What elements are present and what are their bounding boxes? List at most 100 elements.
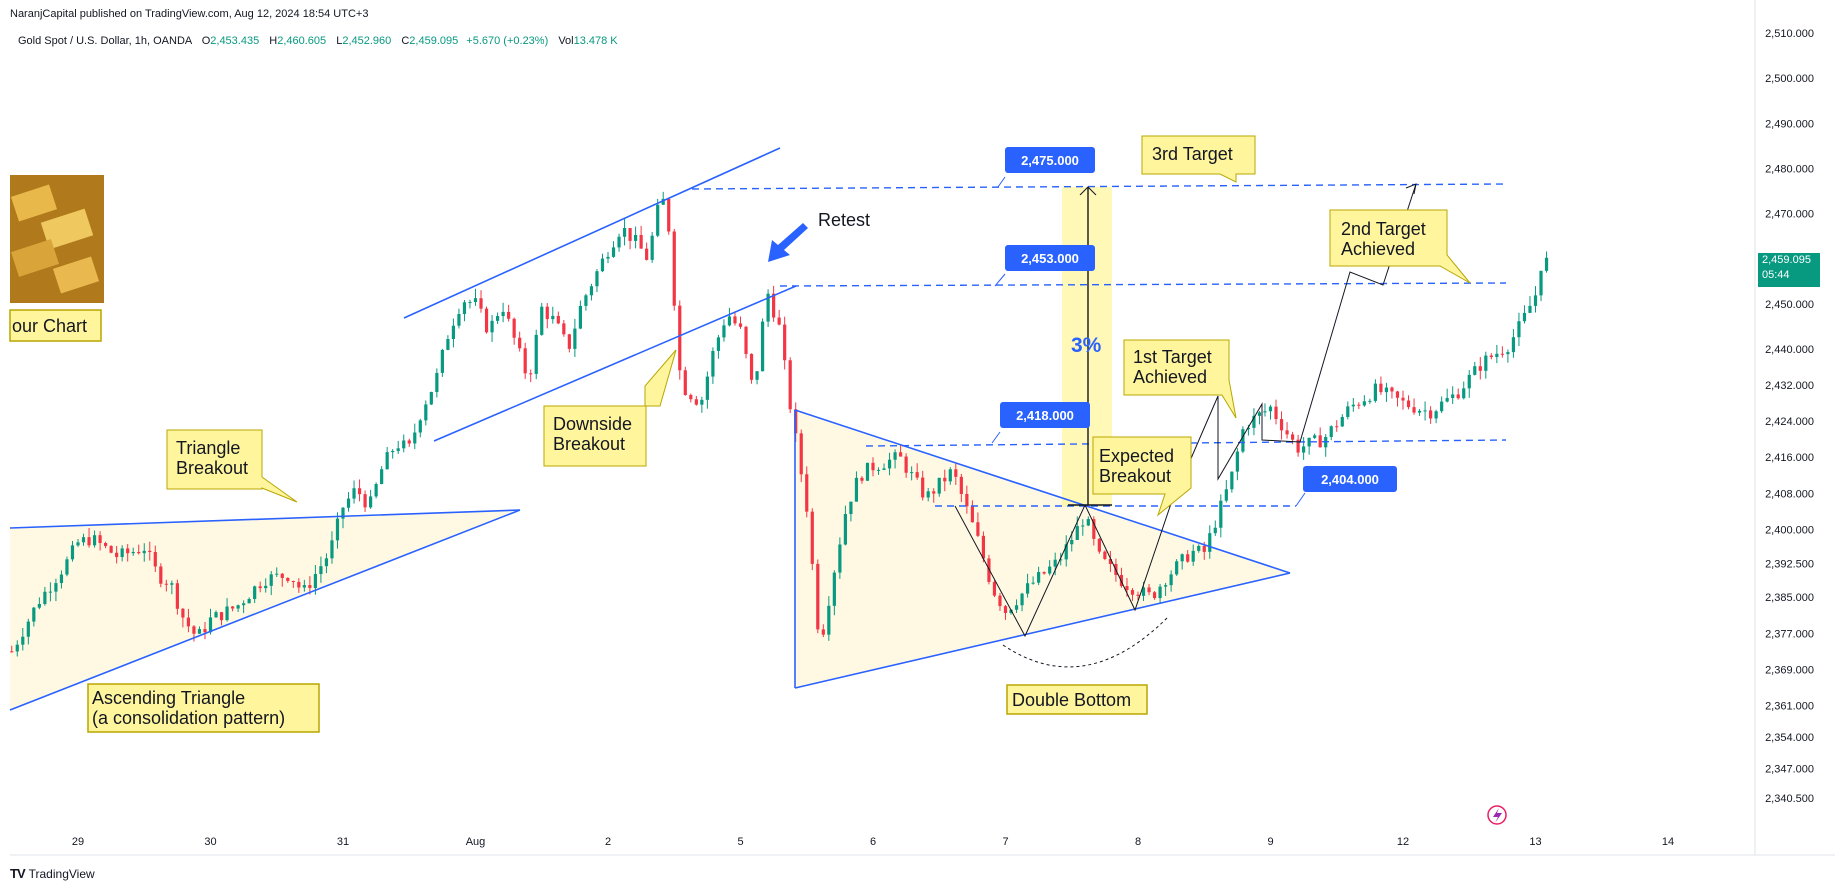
candle (396, 440, 400, 454)
projection-arrow-head (1405, 183, 1417, 195)
candle (551, 306, 555, 324)
double-bottom-box[interactable] (1006, 684, 1148, 715)
candle (247, 597, 251, 604)
candle (54, 578, 58, 602)
candle (865, 462, 870, 481)
candle (744, 325, 748, 359)
candle (1263, 403, 1267, 417)
badge-2404-label: 2,404.000 (1321, 472, 1379, 487)
candle (1097, 537, 1101, 554)
low-value: 2,452.960 (342, 35, 392, 47)
candle (175, 579, 179, 615)
badge-2453-label: 2,453.000 (1021, 251, 1079, 266)
candle (159, 563, 163, 588)
ascending-triangle-resistance[interactable] (9, 509, 521, 529)
candle (48, 582, 52, 602)
candle (236, 604, 240, 613)
close-key: C (401, 35, 410, 47)
candle (203, 622, 207, 640)
candle (943, 469, 947, 492)
candle (275, 567, 279, 578)
price-tick-label: 2,377.000 (1765, 628, 1814, 640)
candle (556, 311, 560, 325)
first-target-callout[interactable] (1123, 339, 1237, 419)
candle (391, 449, 395, 459)
flash-icon[interactable] (1487, 805, 1507, 825)
candle (1423, 401, 1427, 421)
candle (43, 586, 47, 606)
channel-lower-line[interactable] (433, 285, 797, 442)
candle (1478, 357, 1482, 380)
badge-2404[interactable] (1303, 466, 1397, 492)
symbol-name[interactable]: Gold Spot / U.S. Dollar, 1h, OANDA (18, 35, 192, 47)
candle (131, 547, 135, 556)
change-value: +5.670 (+0.23%) (466, 35, 549, 47)
last-price-tag: 2,459.095 05:44 (1758, 252, 1820, 287)
candle (932, 488, 936, 503)
candle (352, 480, 356, 504)
triangle-lower-line[interactable] (794, 572, 1291, 689)
your-chart-box[interactable] (9, 309, 102, 342)
triangle-breakout-callout[interactable] (166, 429, 298, 503)
candle (1296, 434, 1300, 457)
time-axis: 29 30 31 Aug 2 5 6 7 8 9 12 13 14 (72, 836, 1674, 848)
badge-2453[interactable] (1005, 245, 1095, 271)
ascending-triangle-support[interactable] (9, 509, 521, 711)
channel-upper-line[interactable] (403, 147, 781, 319)
candle (1158, 583, 1162, 604)
ascending-triangle-line1: Ascending Triangle (92, 688, 245, 708)
downside-breakout-callout[interactable] (543, 349, 677, 467)
candle (887, 452, 892, 476)
level-line-2475[interactable] (691, 183, 1507, 190)
candle (440, 348, 444, 377)
volume-key: Vol (558, 35, 574, 47)
level-line-2418[interactable] (865, 439, 1507, 447)
candle (92, 530, 97, 548)
candle (457, 308, 461, 329)
candle (1197, 544, 1201, 553)
time-tick-label: 12 (1397, 836, 1409, 848)
second-target-callout[interactable] (1329, 209, 1471, 284)
candle (253, 585, 257, 604)
candle (1473, 361, 1477, 376)
candle (926, 487, 930, 502)
candle (219, 611, 224, 626)
candle (490, 315, 494, 342)
candle (661, 191, 665, 205)
triangle-upper-line[interactable] (794, 409, 1291, 574)
candle (860, 476, 864, 484)
candle (109, 545, 113, 554)
measure-arrow-head (1079, 186, 1097, 196)
candle (319, 556, 323, 583)
candle (1412, 398, 1416, 415)
expected-breakout-callout[interactable] (1092, 436, 1192, 517)
candle (214, 610, 218, 618)
badge-2475[interactable] (1005, 147, 1095, 173)
bar-countdown: 05:44 (1762, 268, 1790, 281)
double-bottom-label: Double Bottom (1012, 690, 1131, 710)
candle (1368, 398, 1372, 405)
candle (1235, 448, 1239, 481)
badge-2418[interactable] (1000, 402, 1090, 428)
candle (981, 531, 986, 563)
candle (970, 500, 974, 523)
candle (1346, 401, 1350, 420)
candle (584, 293, 588, 311)
candle (1031, 576, 1035, 585)
candle (495, 312, 500, 325)
third-target-callout[interactable] (1141, 135, 1256, 183)
ascending-triangle-box[interactable] (87, 683, 320, 733)
downside-breakout-line1: Downside (553, 414, 632, 434)
candle (26, 618, 30, 645)
candle (1257, 411, 1262, 425)
candle (1539, 270, 1543, 302)
candle (192, 625, 196, 642)
candle (578, 300, 582, 330)
candle (451, 318, 456, 348)
candle (186, 608, 191, 633)
projection-lines (954, 183, 1417, 668)
time-tick-label: 29 (72, 836, 84, 848)
level-line-2453[interactable] (779, 282, 1507, 287)
tradingview-footer[interactable]: TV TradingView (10, 866, 95, 881)
